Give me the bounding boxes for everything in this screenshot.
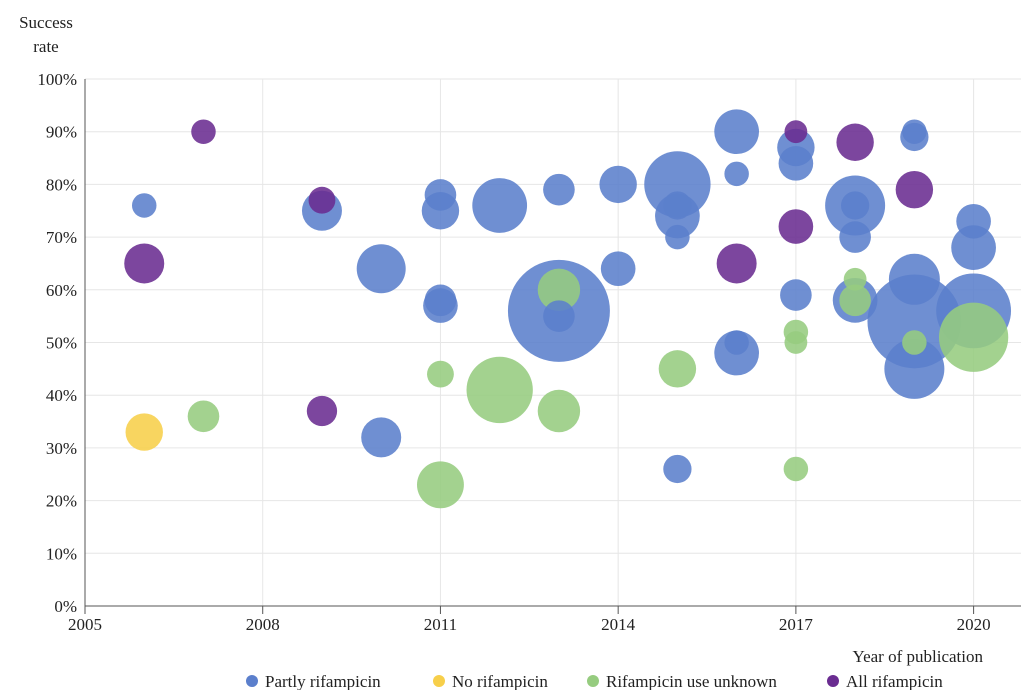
axes bbox=[84, 79, 1021, 614]
bubble-point bbox=[839, 221, 871, 253]
x-tick-label: 2014 bbox=[601, 615, 636, 634]
bubble-point bbox=[543, 300, 575, 332]
legend-label: No rifampicin bbox=[452, 672, 548, 690]
bubble-point bbox=[599, 165, 637, 204]
data-bubbles bbox=[124, 109, 1012, 509]
bubble-point bbox=[843, 267, 867, 291]
y-tick-label: 90% bbox=[46, 123, 77, 142]
y-axis-label-line1: Success bbox=[19, 13, 73, 32]
legend-marker bbox=[587, 675, 599, 687]
legend-label: All rifampicin bbox=[846, 672, 943, 690]
bubble-point bbox=[308, 186, 336, 214]
x-tick-label: 2005 bbox=[68, 615, 102, 634]
bubble-point bbox=[427, 360, 454, 388]
bubble-point bbox=[424, 179, 457, 211]
y-tick-label: 40% bbox=[46, 386, 77, 405]
y-tick-label: 70% bbox=[46, 228, 77, 247]
legend-label: Rifampicin use unknown bbox=[606, 672, 777, 690]
bubble-point bbox=[124, 243, 165, 284]
bubble-point bbox=[938, 302, 1009, 372]
bubble-point bbox=[131, 193, 157, 218]
x-tick-label: 2020 bbox=[957, 615, 991, 634]
bubble-point bbox=[951, 225, 996, 271]
bubble-point bbox=[187, 400, 220, 433]
bubble-point bbox=[888, 253, 940, 305]
bubble-point bbox=[658, 350, 697, 388]
bubble-point bbox=[778, 209, 814, 244]
x-tick-label: 2011 bbox=[424, 615, 457, 634]
y-tick-label: 50% bbox=[46, 334, 77, 353]
bubble-point bbox=[644, 151, 711, 218]
bubble-point bbox=[778, 145, 814, 181]
bubble-point bbox=[724, 161, 749, 187]
legend: Partly rifampicin No rifampicin Rifampicin… bbox=[246, 672, 943, 690]
legend-marker bbox=[246, 675, 258, 687]
bubble-point bbox=[306, 395, 338, 427]
bubble-point bbox=[424, 284, 457, 317]
bubble-point bbox=[416, 461, 464, 509]
x-tick-label: 2008 bbox=[246, 615, 280, 634]
bubble-point bbox=[191, 119, 216, 144]
bubble-point bbox=[537, 389, 581, 433]
bubble-point bbox=[783, 456, 809, 482]
bubble-point bbox=[902, 119, 927, 144]
bubble-point bbox=[361, 417, 402, 458]
bubble-point bbox=[884, 338, 945, 399]
bubble-point bbox=[867, 274, 962, 369]
bubble-point bbox=[784, 331, 808, 354]
bubble-point bbox=[472, 178, 528, 233]
bubble-point bbox=[902, 330, 927, 355]
bubble-point bbox=[466, 356, 533, 424]
legend-label: Partly rifampicin bbox=[265, 672, 381, 690]
bubble-point bbox=[956, 203, 991, 239]
y-axis-label-line2: rate bbox=[33, 37, 58, 56]
y-tick-label: 0% bbox=[54, 597, 77, 616]
y-tick-label: 100% bbox=[37, 70, 77, 89]
legend-marker bbox=[433, 675, 445, 687]
bubble-point bbox=[663, 454, 692, 484]
y-tick-label: 60% bbox=[46, 281, 77, 300]
bubble-point bbox=[537, 268, 581, 312]
y-tick-label: 10% bbox=[46, 544, 77, 563]
bubble-point bbox=[780, 279, 812, 311]
bubble-point bbox=[125, 413, 163, 451]
bubble-point bbox=[716, 243, 757, 284]
legend-marker bbox=[827, 675, 839, 687]
y-tick-label: 80% bbox=[46, 175, 77, 194]
bubble-point bbox=[784, 120, 808, 144]
bubble-point bbox=[665, 224, 690, 250]
bubble-point bbox=[836, 123, 874, 161]
bubble-point bbox=[356, 244, 406, 294]
bubble-point bbox=[895, 170, 934, 209]
bubble-point bbox=[600, 251, 636, 287]
bubble-point bbox=[840, 191, 870, 220]
bubble-point bbox=[724, 330, 749, 355]
x-tick-label: 2017 bbox=[779, 615, 814, 634]
bubble-point bbox=[839, 284, 871, 317]
x-axis-label: Year of publication bbox=[853, 647, 984, 666]
y-tick-label: 20% bbox=[46, 492, 77, 511]
y-tick-label: 30% bbox=[46, 439, 77, 458]
x-tick-labels: 2005 2008 2011 2014 2017 2020 bbox=[68, 615, 991, 634]
y-tick-labels: 0% 10% 20% 30% 40% 50% 60% 70% 80% 90% 100% bbox=[37, 70, 77, 616]
bubble-point bbox=[714, 109, 760, 155]
bubble-point bbox=[543, 173, 575, 206]
bubble-point bbox=[663, 191, 692, 220]
